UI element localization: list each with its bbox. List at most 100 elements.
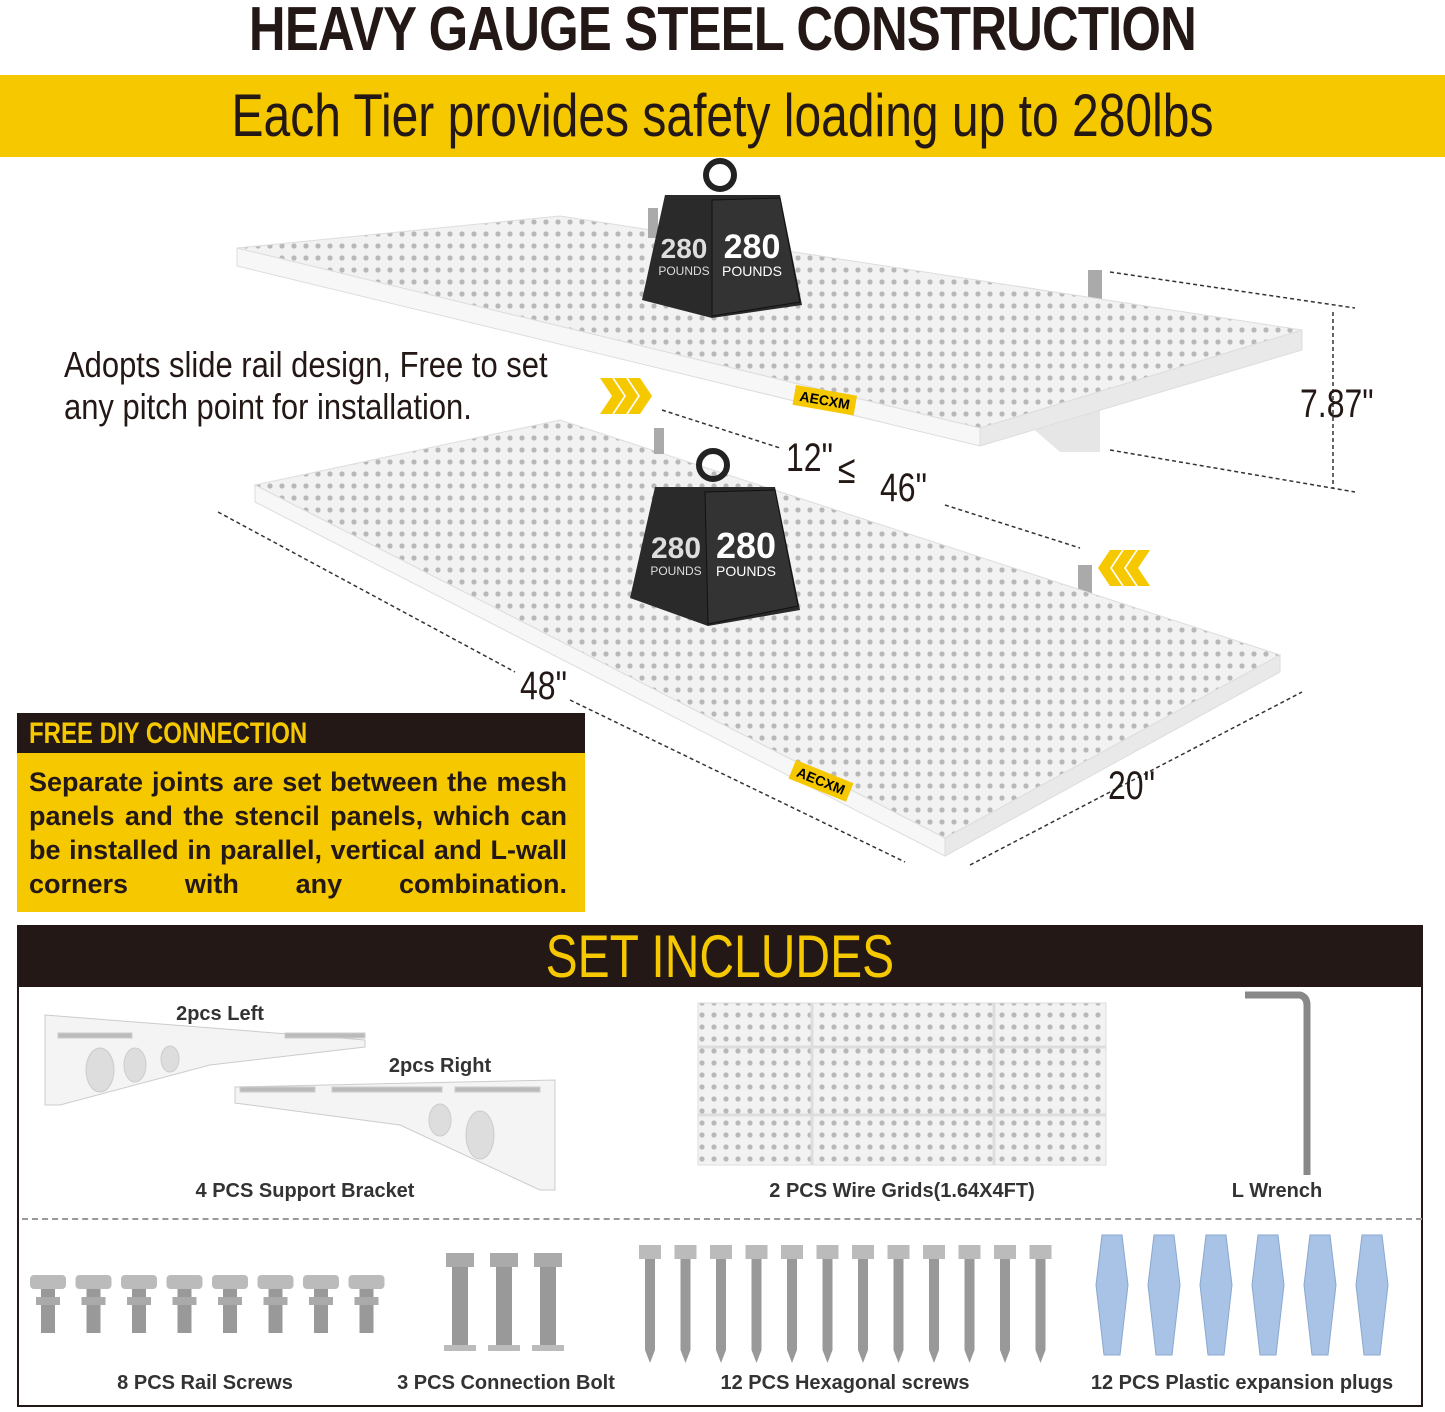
hex-screw (822, 1259, 833, 1363)
hex-screw (887, 1245, 910, 1259)
item-label: 4 PCS Support Bracket (195, 1180, 415, 1202)
bolt (532, 1345, 564, 1351)
hex-screw (745, 1245, 768, 1259)
item-label: 12 PCS Plastic expansion plugs (1090, 1372, 1394, 1394)
rail-screw (172, 1297, 197, 1305)
length-dimension: 48" (520, 664, 567, 708)
rail-screw (257, 1275, 294, 1289)
svg-text:POUNDS: POUNDS (658, 264, 709, 278)
svg-text:280: 280 (661, 233, 708, 264)
bolt (452, 1267, 468, 1347)
set-includes-panel: SET INCLUDES (17, 925, 1423, 1407)
expansion-plug (1095, 1234, 1129, 1356)
page-title: HEAVY GAUGE STEEL CONSTRUCTION (248, 0, 1197, 64)
hex-screw (858, 1259, 868, 1363)
diy-text: Separate joints are set between the mesh… (29, 767, 567, 899)
item-label: 8 PCS Rail Screws (117, 1372, 293, 1394)
set-heading: SET INCLUDES (545, 923, 895, 990)
hex-screw (1029, 1245, 1052, 1259)
hex-screw (852, 1245, 874, 1259)
rail-screw (166, 1275, 203, 1289)
wire-grids-image (697, 1002, 1107, 1166)
item-label: L Wrench (1231, 1180, 1323, 1202)
bolt (446, 1253, 474, 1267)
load-banner: Each Tier provides safety loading up to … (0, 75, 1445, 157)
hex-screw (680, 1259, 691, 1363)
rail-screw (218, 1297, 242, 1305)
hex-screw (639, 1245, 661, 1259)
bracket-left-label: 2pcs Left (176, 1003, 264, 1025)
rail-screw (36, 1297, 60, 1305)
expansion-plug (1199, 1234, 1233, 1356)
rail-screw (41, 1289, 55, 1333)
hex-screw (716, 1259, 726, 1363)
hex-screw (751, 1259, 762, 1363)
bolt (490, 1253, 518, 1267)
expansion-plug (1355, 1234, 1389, 1356)
bolt (444, 1345, 476, 1351)
item-label: 3 PCS Connection Bolt (397, 1372, 615, 1394)
dimension-lines (217, 271, 1356, 866)
bolt (496, 1267, 512, 1347)
diy-heading: FREE DIY CONNECTION (29, 717, 308, 750)
load-banner-text: Each Tier provides safety loading up to … (231, 82, 1214, 149)
rail-screw (223, 1289, 237, 1333)
hex-screw (923, 1245, 945, 1259)
bolt (534, 1253, 562, 1267)
height-dimension: 7.87" (1300, 382, 1374, 426)
rail-screw (132, 1289, 146, 1333)
expansion-plug (1303, 1234, 1337, 1356)
slide-arrows-right-icon (600, 378, 652, 414)
rail-screw (354, 1297, 379, 1305)
hex-screw (710, 1245, 732, 1259)
rail-screws-image (30, 1275, 385, 1333)
item-label: 2 PCS Wire Grids(1.64X4FT) (769, 1180, 1035, 1202)
slide-arrows-left-icon (1098, 550, 1150, 586)
expansion-plugs-image (1095, 1234, 1389, 1356)
hex-screw (1000, 1259, 1010, 1363)
rail-screw (268, 1289, 283, 1333)
hex-screws-image (639, 1245, 1052, 1363)
svg-text:280: 280 (651, 532, 701, 565)
bolt (488, 1345, 520, 1351)
l-wrench-image (1245, 991, 1311, 1175)
hex-screw (645, 1259, 655, 1363)
hex-screw (929, 1259, 939, 1363)
bolt (540, 1267, 556, 1347)
bracket-right-label: 2pcs Right (388, 1055, 492, 1077)
hex-screw (781, 1245, 803, 1259)
weight-top: 280 POUNDS 280 POUNDS (642, 158, 802, 318)
connection-bolts-image (444, 1253, 564, 1351)
spacing-max: 46" (880, 466, 927, 510)
shelf-diagram: AECXM AECXM 280 POUNDS 280 POUNDS 280 PO… (217, 158, 1356, 866)
divider (22, 1218, 1422, 1220)
rail-screw (314, 1289, 328, 1333)
hex-screw (994, 1245, 1016, 1259)
rail-screw (212, 1275, 248, 1289)
rail-screw (121, 1275, 157, 1289)
bracket-right-image (234, 1079, 556, 1191)
included-parts (30, 991, 1389, 1363)
spacing-min: 12" (786, 436, 833, 480)
expansion-plug (1251, 1234, 1285, 1356)
rail-screw (303, 1275, 339, 1289)
hex-screw (958, 1245, 981, 1259)
svg-text:280: 280 (724, 228, 781, 266)
svg-text:280: 280 (716, 525, 776, 566)
hex-screw (893, 1259, 904, 1363)
hex-screw (816, 1245, 839, 1259)
hex-screw (674, 1245, 697, 1259)
weight-bottom: 280 POUNDS 280 POUNDS (630, 448, 800, 626)
rail-screw (86, 1289, 101, 1333)
rail-note-line: any pitch point for installation. (64, 386, 472, 427)
rail-note-line: Adopts slide rail design, Free to set (64, 344, 548, 385)
rail-screw (127, 1297, 151, 1305)
rail-screw (81, 1297, 106, 1305)
rail-screw (348, 1275, 385, 1289)
bracket-left-image (44, 1014, 366, 1106)
item-label: 12 PCS Hexagonal screws (720, 1372, 970, 1394)
rail-screw (263, 1297, 288, 1305)
spacing-symbol: ≤ (838, 448, 856, 492)
depth-dimension: 20" (1108, 764, 1155, 808)
hex-screw (964, 1259, 975, 1363)
